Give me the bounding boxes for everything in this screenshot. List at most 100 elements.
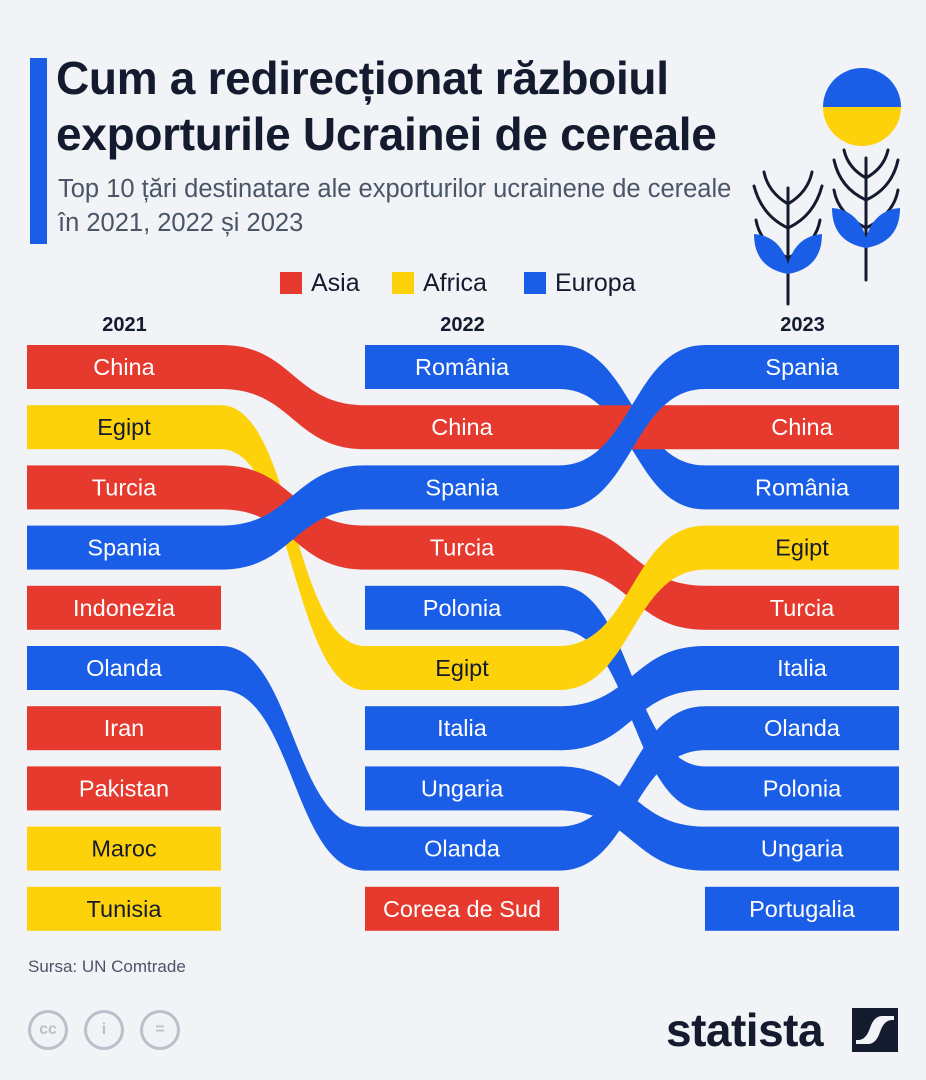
rank-box-2023-3: România	[705, 465, 899, 510]
country-label: Spania	[87, 535, 161, 561]
rank-box-2022-3: Spania	[365, 465, 559, 510]
country-label: Egipt	[775, 535, 829, 561]
country-label: Portugalia	[749, 896, 856, 922]
country-label: China	[93, 354, 155, 380]
page-title: Cum a redirecționat războiul exporturile…	[56, 52, 717, 160]
rank-bar	[705, 345, 899, 389]
country-label: Indonezia	[73, 595, 176, 621]
country-label: Olanda	[764, 715, 841, 741]
rank-box-2021-2: Egipt	[27, 405, 221, 450]
country-label: România	[755, 474, 850, 500]
country-label: Egipt	[435, 655, 489, 681]
rank-box-2022-5: Polonia	[365, 585, 559, 630]
rank-boxes: China Egipt Turcia Spania Indonezia Olanda Ira…	[27, 345, 899, 931]
link-2021-2022-egipt	[221, 405, 365, 690]
legend-swatch	[392, 272, 414, 294]
rank-box-2022-9: Olanda	[365, 826, 559, 871]
link-2021-2022-olanda	[221, 646, 365, 871]
legend-label: Europa	[555, 268, 636, 297]
rank-bar	[27, 405, 221, 450]
country-label: Iran	[104, 715, 145, 741]
title-accent-bar	[30, 58, 47, 244]
rank-bar	[365, 405, 559, 450]
rank-box-2022-4: Turcia	[365, 525, 559, 570]
rank-box-2022-1: România	[365, 345, 559, 389]
legend-label: Asia	[311, 268, 360, 297]
rank-box-2021-6: Olanda	[27, 646, 221, 690]
flow-links	[221, 345, 705, 871]
rank-bar	[365, 646, 559, 690]
rank-bar	[365, 525, 559, 570]
cc-icon: cc	[28, 1010, 68, 1050]
statista-logo-icon	[852, 1008, 898, 1052]
rank-box-2021-5: Indonezia	[27, 585, 221, 630]
rank-bar	[705, 585, 899, 630]
rank-bar	[365, 585, 559, 630]
rank-bar	[365, 886, 559, 931]
rank-box-2023-7: Olanda	[705, 706, 899, 751]
rank-box-2021-3: Turcia	[27, 465, 221, 510]
rank-box-2023-2: China	[705, 405, 899, 450]
rank-box-2022-8: Ungaria	[365, 766, 559, 811]
rank-bar	[705, 525, 899, 570]
country-label: Italia	[437, 715, 488, 741]
rank-bar	[365, 706, 559, 751]
year-header-2021: 2021	[102, 314, 147, 336]
rank-bar	[27, 826, 221, 871]
country-label: Maroc	[91, 836, 157, 862]
rank-bar	[705, 465, 899, 510]
country-label: Spania	[765, 354, 839, 380]
rank-box-2021-4: Spania	[27, 525, 221, 570]
rank-box-2021-7: Iran	[27, 706, 221, 751]
rank-box-2022-10: Coreea de Sud	[365, 886, 559, 931]
rank-box-2023-10: Portugalia	[705, 886, 899, 931]
rank-bar	[705, 826, 899, 871]
rank-bar	[365, 345, 559, 389]
source-note: Sursa: UN Comtrade	[28, 957, 186, 976]
country-label: Spania	[425, 474, 499, 500]
legend-item-asia: Asia	[280, 268, 360, 298]
year-header-2023: 2023	[780, 314, 825, 336]
legend-label: Africa	[423, 268, 487, 297]
link-2021-2022-china	[221, 345, 365, 450]
rank-box-2021-9: Maroc	[27, 826, 221, 871]
country-label: Olanda	[424, 836, 501, 862]
country-label: Pakistan	[79, 775, 169, 801]
country-label: Polonia	[423, 595, 502, 621]
country-label: Olanda	[86, 655, 163, 681]
country-label: Egipt	[97, 414, 151, 440]
noderivatives-icon: =	[140, 1010, 180, 1050]
country-label: Turcia	[92, 474, 157, 500]
rank-box-2023-5: Turcia	[705, 585, 899, 630]
rank-box-2022-6: Egipt	[365, 646, 559, 690]
legend-item-africa: Africa	[392, 268, 487, 298]
link-2022-2023-italia	[559, 646, 705, 751]
country-label: Ungaria	[761, 836, 844, 862]
rank-bar	[27, 345, 221, 389]
link-2022-2023-ungaria	[559, 766, 705, 871]
rank-bar	[27, 585, 221, 630]
country-label: Turcia	[430, 535, 495, 561]
country-label: Turcia	[770, 595, 835, 621]
rank-bar	[27, 706, 221, 751]
link-2022-2023-spania	[559, 345, 705, 510]
rank-bar	[365, 766, 559, 811]
rank-bar	[705, 646, 899, 690]
attribution-icon: i	[84, 1010, 124, 1050]
rank-box-2021-10: Tunisia	[27, 886, 221, 931]
rank-bar	[365, 465, 559, 510]
rank-bar	[27, 766, 221, 811]
country-label: Italia	[777, 655, 828, 681]
year-header-2022: 2022	[440, 314, 485, 336]
country-label: România	[415, 354, 510, 380]
rank-bar	[365, 826, 559, 871]
rank-box-2023-6: Italia	[705, 646, 899, 690]
rank-bar	[27, 646, 221, 690]
ukraine-wheat-illustration	[752, 68, 901, 306]
rank-box-2023-8: Polonia	[705, 766, 899, 811]
bump-chart: China Egipt Turcia Spania Indonezia Olanda Ira…	[27, 345, 899, 931]
country-label: China	[771, 414, 833, 440]
legend-swatch	[524, 272, 546, 294]
rank-box-2021-8: Pakistan	[27, 766, 221, 811]
rank-bar	[27, 465, 221, 510]
